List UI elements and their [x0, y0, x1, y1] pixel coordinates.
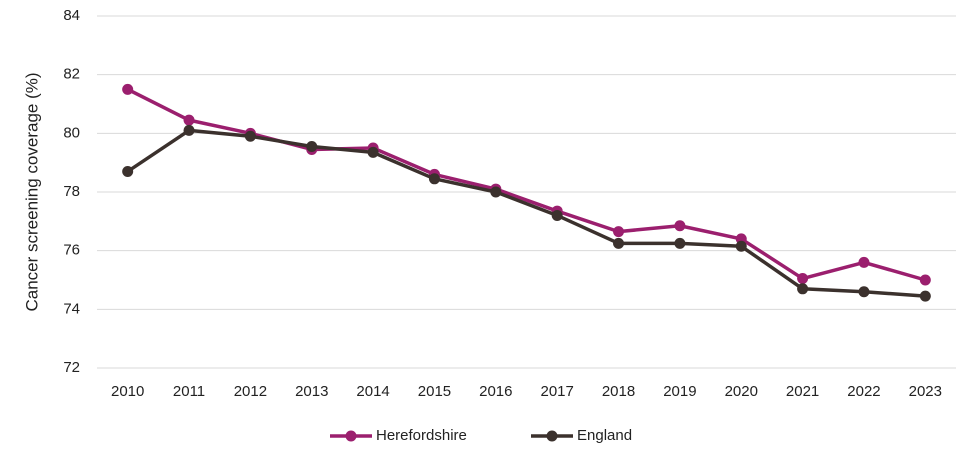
point — [919, 274, 931, 286]
legend-marker — [546, 430, 558, 442]
x-tick-label: 2022 — [847, 383, 880, 400]
point — [244, 130, 256, 142]
y-tick-label: 76 — [63, 242, 80, 259]
x-tick-label: 2018 — [602, 383, 635, 400]
series-line — [126, 128, 926, 298]
point — [490, 186, 502, 198]
point — [797, 273, 809, 285]
point — [858, 286, 870, 298]
point — [735, 240, 747, 252]
point — [428, 173, 440, 185]
legend-marker — [345, 430, 357, 442]
point — [367, 146, 379, 158]
point — [674, 237, 686, 249]
y-tick-label: 84 — [63, 7, 80, 24]
x-tick-label: 2017 — [540, 383, 573, 400]
y-tick-label: 78 — [63, 183, 80, 200]
point — [919, 290, 931, 302]
x-tick-label: 2011 — [173, 383, 205, 400]
point — [183, 124, 195, 136]
x-tick-label: 2010 — [111, 383, 144, 400]
x-tick-label: 2020 — [725, 383, 758, 400]
x-tick-label: 2013 — [295, 383, 328, 400]
point — [183, 114, 195, 126]
y-tick-label: 74 — [63, 300, 80, 317]
point — [551, 209, 563, 221]
y-tick-label: 80 — [63, 124, 80, 141]
x-tick-label: 2019 — [663, 383, 696, 400]
point — [674, 220, 686, 232]
point — [613, 237, 625, 249]
x-tick-label: 2012 — [234, 383, 267, 400]
y-tick-label: 72 — [63, 359, 80, 376]
point — [858, 256, 870, 268]
x-tick-label: 2015 — [418, 383, 451, 400]
x-tick-label: 2023 — [909, 383, 942, 400]
point — [122, 165, 134, 177]
x-tick-label: 2014 — [356, 383, 389, 400]
point — [122, 83, 134, 95]
y-axis-label: Cancer screening coverage (%) — [22, 72, 41, 311]
series-line — [126, 87, 926, 282]
point — [306, 141, 318, 153]
x-tick-label: 2021 — [786, 383, 819, 400]
x-tick-label: 2016 — [479, 383, 512, 400]
point — [797, 283, 809, 295]
y-tick-label: 82 — [63, 66, 80, 83]
point — [613, 226, 625, 238]
legend-label: England — [577, 427, 632, 444]
legend-label: Herefordshire — [376, 427, 467, 444]
